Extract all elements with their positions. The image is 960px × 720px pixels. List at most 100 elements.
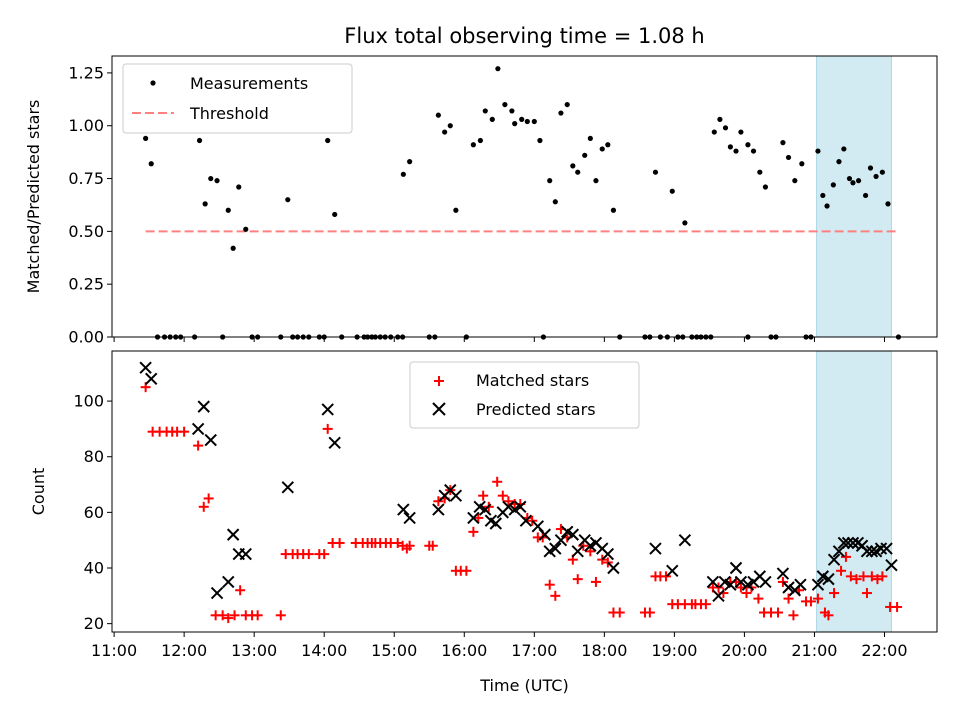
predicted-star-point: [666, 564, 679, 577]
matched-star-point: [892, 601, 903, 612]
measurement-point: [332, 211, 338, 218]
measurement-point: [502, 101, 508, 108]
measurement-point: [717, 116, 723, 122]
top-panel: 0.00 0.25 0.50 0.75 1.00 1.25 Flux total obse…: [24, 24, 938, 347]
predicted-star-point: [678, 533, 692, 547]
measurement-point: [879, 169, 885, 175]
matched-star-point: [858, 571, 869, 582]
bottom-x-tick-label: 18:00: [581, 641, 627, 660]
top-plot-frame: [111, 55, 938, 338]
matched-star-point: [319, 549, 330, 560]
bottom-y-tick-label: 20: [84, 614, 104, 633]
predicted-star-point: [204, 433, 217, 447]
measurement-point: [509, 108, 515, 114]
bottom-x-tick-label: 21:00: [791, 641, 837, 660]
bottom-x-tick-label: 11:00: [91, 641, 137, 660]
predicted-star-point: [449, 489, 463, 502]
measurement-point: [841, 146, 847, 152]
measurement-point: [820, 192, 826, 199]
measurement-point: [582, 152, 588, 158]
measurement-point: [495, 66, 501, 72]
matched-star-point: [836, 565, 847, 576]
top-legend: Measurements Threshold: [122, 63, 353, 134]
measurement-point: [873, 173, 879, 180]
predicted-star-point: [759, 575, 772, 589]
bottom-y-axis: 20 40 60 80 100: [73, 392, 112, 633]
bottom-x-tick-label: 16:00: [441, 641, 487, 660]
matched-star-point: [223, 613, 234, 624]
measurement-point: [564, 101, 570, 108]
top-y-tick-label: 1.00: [68, 116, 104, 135]
bottom-x-tick-label: 17:00: [511, 641, 557, 660]
predicted-star-point: [874, 542, 888, 555]
predicted-star-point: [729, 561, 743, 575]
matched-star-point: [433, 496, 444, 507]
measurement-point: [836, 159, 842, 165]
measurement-point: [799, 161, 805, 167]
matched-star-point: [217, 610, 228, 621]
predicted-star-point: [706, 575, 720, 589]
measurement-point: [750, 148, 757, 154]
measurement-point: [862, 192, 869, 199]
matched-star-point: [527, 515, 538, 526]
measurement-point: [435, 112, 441, 118]
predicted-star-point: [239, 547, 252, 561]
measurement-point: [762, 184, 769, 190]
measurement-point: [669, 188, 675, 194]
measurement-point: [652, 169, 659, 175]
bottom-y-tick-label: 60: [84, 503, 104, 522]
measurement-point: [325, 137, 331, 144]
predicted-star-point: [328, 436, 341, 450]
predicted-star-point: [601, 547, 615, 561]
measurement-point: [867, 165, 874, 171]
measurement-point: [738, 129, 744, 135]
bottom-highlight-span: [816, 350, 892, 633]
predicted-star-point: [403, 511, 416, 525]
measurement-point: [757, 169, 763, 175]
matched-star-point: [861, 588, 872, 599]
top-y-axis-label: Matched/Predicted stars: [24, 100, 43, 294]
predicted-star-point: [880, 542, 893, 555]
measurement-point: [512, 121, 518, 127]
legend-predicted-label: Predicted stars: [476, 400, 596, 419]
bottom-y-axis-label: Count: [29, 468, 48, 516]
predicted-star-point: [502, 500, 515, 514]
measurement-point: [285, 197, 291, 203]
predicted-star-point: [519, 514, 533, 527]
predicted-star-point: [210, 586, 224, 600]
matched-star-point: [461, 565, 472, 576]
predicted-star-point: [822, 572, 835, 586]
matched-star-point: [877, 571, 888, 582]
matched-star-point: [614, 607, 625, 618]
bottom-x-tick-label: 19:00: [651, 641, 697, 660]
predicted-star-point: [432, 503, 445, 516]
top-x-ticks: [113, 337, 885, 342]
matched-star-point: [303, 549, 314, 560]
measurement-point: [850, 180, 856, 186]
legend-measurements-marker: [150, 80, 156, 86]
matched-star-point: [700, 599, 711, 610]
predicted-star-point: [538, 528, 552, 541]
measurement-point: [442, 129, 448, 135]
matched-star-point: [478, 490, 489, 501]
matched-star-point: [590, 576, 601, 587]
legend-predicted-marker: [432, 402, 446, 416]
measurement-point: [824, 203, 830, 209]
matched-star-point: [644, 607, 655, 618]
matched-star-point: [753, 593, 764, 604]
measurement-point: [243, 226, 249, 232]
matched-star-point: [788, 610, 799, 621]
predicted-star-point: [827, 553, 841, 566]
legend-matched-marker: [434, 376, 444, 386]
top-chart-title: Flux total observing time = 1.08 h: [344, 24, 704, 48]
predicted-star-point: [865, 545, 879, 558]
predicted-star-point: [554, 533, 568, 547]
measurement-point: [236, 184, 242, 190]
matched-star-point: [193, 440, 204, 451]
bottom-plot-frame: [111, 350, 938, 633]
measurement-point: [610, 207, 617, 213]
predicted-star-point: [841, 536, 855, 550]
predicted-star-point: [514, 500, 527, 514]
matched-star-point: [179, 426, 190, 437]
bottom-y-tick-label: 80: [84, 447, 104, 466]
